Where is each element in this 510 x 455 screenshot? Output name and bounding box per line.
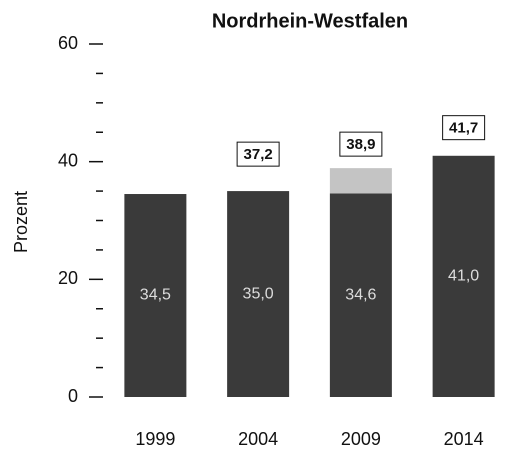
bar-value-label: 34,5 <box>140 287 171 304</box>
bar-value-label: 35,0 <box>243 285 274 302</box>
bar-segment <box>124 194 187 397</box>
y-tick-label: 20 <box>58 268 78 288</box>
y-tick-label: 40 <box>58 150 78 170</box>
bar-value-label: 41,0 <box>448 268 479 285</box>
x-tick-label: 2009 <box>341 429 381 449</box>
bar-segment <box>227 191 290 397</box>
total-box <box>442 115 486 141</box>
y-tick-label: 0 <box>68 386 78 406</box>
total-label: 41,7 <box>449 120 478 137</box>
total-box <box>339 131 383 157</box>
bar-value-label: 34,6 <box>345 286 376 303</box>
chart-title: Nordrhein-Westfalen <box>212 10 408 32</box>
bar-segment <box>329 168 392 194</box>
x-tick-label: 2004 <box>238 429 278 449</box>
total-label: 38,9 <box>346 136 375 153</box>
bar-segment <box>329 193 392 397</box>
total-label: 37,2 <box>244 146 273 163</box>
bar-segment <box>432 155 495 397</box>
total-box <box>236 141 280 167</box>
y-axis-label: Prozent <box>11 191 31 253</box>
y-tick-label: 60 <box>58 33 78 53</box>
x-tick-label: 2014 <box>444 429 484 449</box>
x-tick-label: 1999 <box>135 429 175 449</box>
